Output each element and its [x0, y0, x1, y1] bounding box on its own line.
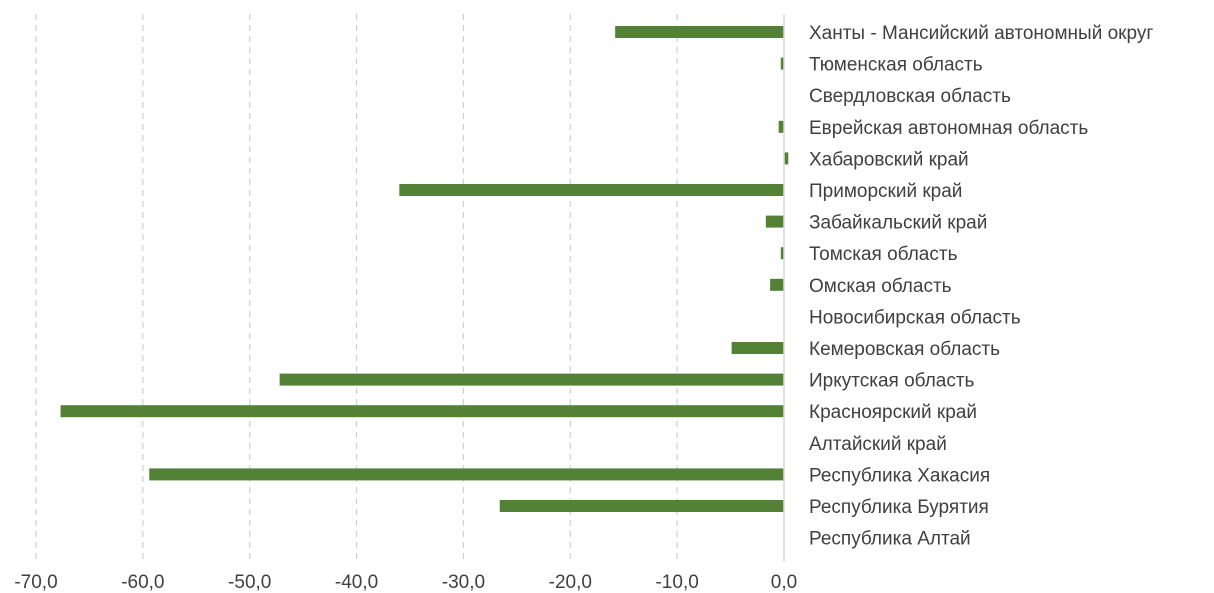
category-label: Новосибирская область: [809, 307, 1021, 328]
x-tick-label: -10,0: [655, 572, 698, 593]
category-label: Томская область: [809, 244, 958, 265]
category-labels: Ханты - Мансийский автономный округ Тюмен…: [809, 23, 1153, 550]
bar: [60, 405, 784, 418]
bar: [499, 500, 784, 512]
x-tick-label: 0,0: [771, 572, 797, 593]
x-tick-label: -50,0: [228, 572, 271, 593]
bar: [149, 468, 785, 481]
category-label: Хабаровский край: [809, 149, 969, 170]
bar: [780, 247, 784, 260]
x-tick-label: -60,0: [121, 572, 164, 593]
category-label: Тюменская область: [809, 55, 983, 76]
category-label: Приморский край: [809, 181, 962, 202]
category-label: Республика Алтай: [809, 529, 971, 550]
bar: [778, 120, 784, 133]
category-label: Ханты - Мансийский автономный округ: [809, 23, 1153, 44]
x-tick-label: -30,0: [442, 572, 485, 593]
category-label: Республика Бурятия: [809, 497, 989, 518]
bar: [770, 278, 784, 291]
category-label: Омская область: [809, 276, 952, 297]
bar: [279, 373, 784, 386]
x-tick-labels: -70,0 -60,0 -50,0 -40,0 -30,0 -20,0 -10,0 0,0: [14, 572, 797, 593]
bars: [60, 26, 789, 512]
category-label: Красноярский край: [809, 402, 977, 423]
category-label: Кемеровская область: [809, 339, 1000, 360]
category-label: Свердловская область: [809, 86, 1011, 107]
x-tick-label: -40,0: [335, 572, 378, 593]
category-label: Забайкальский край: [809, 213, 987, 234]
x-tick-label: -20,0: [549, 572, 592, 593]
bar: [399, 184, 784, 196]
bar: [615, 26, 784, 38]
category-label: Еврейская автономная область: [809, 118, 1088, 139]
bar: [784, 152, 789, 165]
category-label: Алтайский край: [809, 434, 947, 455]
bar: [765, 215, 784, 228]
bar: [780, 57, 784, 70]
category-label: Республика Хакасия: [809, 465, 990, 486]
x-tick-label: -70,0: [14, 572, 57, 593]
bar: [731, 342, 784, 354]
category-label: Иркутская область: [809, 371, 975, 392]
